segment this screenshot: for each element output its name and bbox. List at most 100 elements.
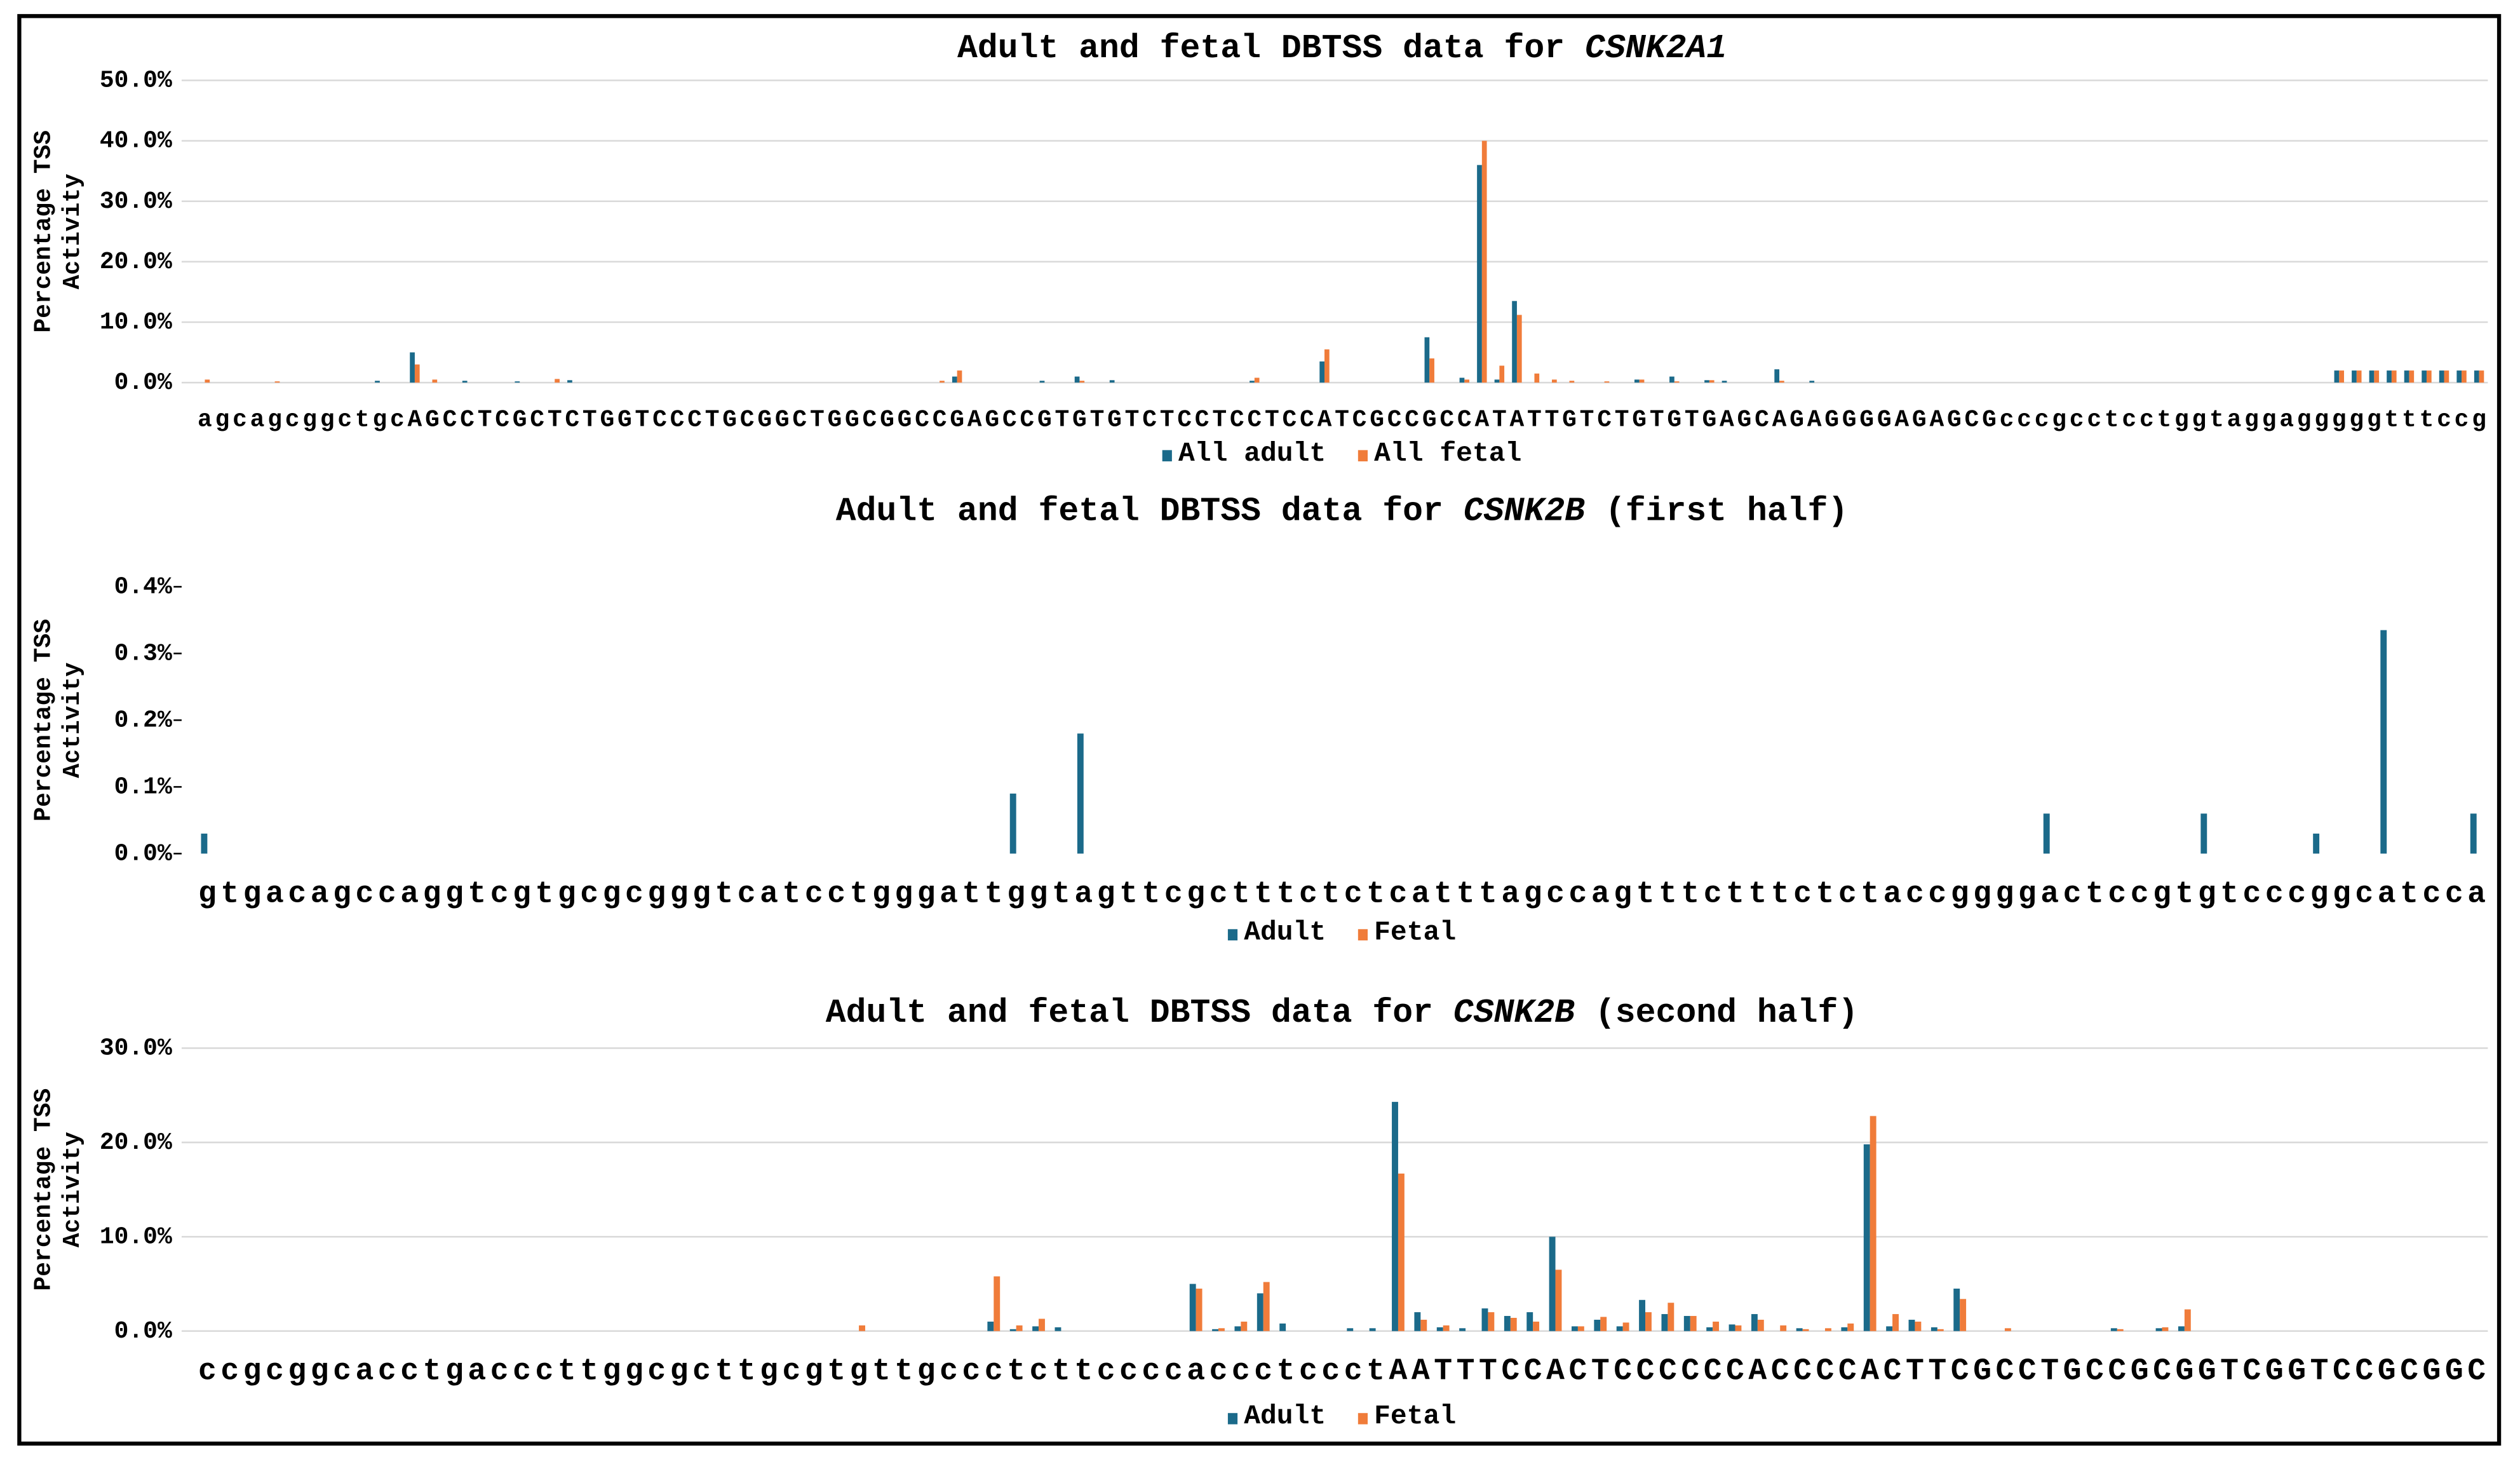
x-tick-label: A (1510, 406, 1525, 433)
x-tick-label: C (1636, 1355, 1655, 1389)
x-tick-label: G (1877, 406, 1892, 433)
bar (2369, 370, 2375, 383)
legend-label: Fetal (1374, 917, 1456, 948)
x-tick-label: a (2467, 877, 2486, 911)
title-part: Adult and fetal DBTSS data for (836, 492, 1464, 531)
bar (1420, 1319, 1427, 1331)
x-tick-label: c (1164, 1355, 1183, 1389)
x-tick-label: a (356, 1355, 374, 1389)
x-tick-label: T (1591, 1355, 1610, 1389)
bar (1347, 1328, 1354, 1331)
title-part: (first half) (1585, 492, 1848, 531)
bar (2334, 370, 2340, 383)
x-tick-label: t (558, 1355, 576, 1389)
x-tick-label: T (1580, 406, 1594, 433)
x-tick-label: t (535, 877, 553, 911)
bar (1735, 1325, 1742, 1331)
x-tick-label: c (1704, 877, 1722, 911)
x-tick-label: c (692, 1355, 711, 1389)
x-tick-label: t (783, 877, 801, 911)
x-tick-label: C (2355, 1355, 2373, 1389)
x-tick-label: C (1352, 406, 1367, 433)
x-tick-label: g (445, 1355, 464, 1389)
x-tick-label: t (2402, 406, 2416, 433)
x-tick-label: t (2385, 406, 2399, 433)
x-tick-label: A (1720, 406, 1734, 433)
bar (1774, 369, 1780, 383)
bar (1319, 361, 1324, 383)
x-tick-label: g (2367, 406, 2382, 433)
x-tick-label: C (1704, 1355, 1722, 1389)
x-tick-label: G (1632, 406, 1647, 433)
x-tick-label: C (1771, 1355, 1789, 1389)
bar (1196, 1288, 1203, 1331)
y-axis-title: Activity (59, 1132, 86, 1247)
x-tick-label: c (738, 877, 756, 911)
bar (1481, 140, 1487, 383)
x-tick-label: c (513, 1355, 531, 1389)
x-tick-label: t (850, 877, 868, 911)
bar (1504, 1316, 1511, 1331)
bar (2462, 370, 2467, 383)
x-tick-label: t (1457, 877, 1475, 911)
bar (1847, 1323, 1854, 1331)
x-tick-label: c (2108, 877, 2126, 911)
x-tick-label: g (2244, 406, 2259, 433)
legend-swatch (1227, 929, 1238, 941)
x-tick-label: A (1546, 1355, 1565, 1389)
x-tick-label: G (1370, 406, 1384, 433)
bar (555, 379, 560, 383)
x-tick-label: C (1568, 1355, 1587, 1389)
x-tick-label: T (2040, 1355, 2059, 1389)
x-tick-label: C (2333, 1355, 2351, 1389)
x-tick-label: C (1439, 406, 1454, 433)
x-tick-label: c (266, 1355, 284, 1389)
bar (1250, 381, 1255, 383)
bar (2178, 1326, 2185, 1331)
y-axis-title: Percentage TSS (30, 1088, 57, 1291)
x-tick-label: t (1254, 877, 1272, 911)
x-tick-label: g (603, 1355, 621, 1389)
x-tick-label: c (1838, 877, 1857, 911)
x-tick-label: t (1636, 877, 1655, 911)
x-tick-label: G (2378, 1355, 2396, 1389)
x-tick-label: C (1524, 1355, 1542, 1389)
x-tick-label: C (2243, 1355, 2261, 1389)
x-tick-label: T (1125, 406, 1140, 433)
bar (2380, 630, 2387, 854)
x-tick-label: g (850, 1355, 868, 1389)
x-tick-label: C (1597, 406, 1612, 433)
x-tick-label: g (2472, 406, 2486, 433)
bar (1494, 379, 1500, 383)
bar (1690, 1316, 1697, 1331)
legend-label: Adult (1244, 1400, 1326, 1432)
x-tick-label: t (2209, 406, 2224, 433)
x-tick-label: a (2040, 877, 2059, 911)
title-part: CSNK2A1 (1585, 29, 1727, 67)
x-tick-label: G (2063, 1355, 2082, 1389)
x-tick-label: g (243, 1355, 262, 1389)
bar (1683, 1316, 1690, 1331)
x-tick-label: G (2423, 1355, 2441, 1389)
x-tick-label: g (267, 406, 282, 433)
x-tick-label: T (1212, 406, 1227, 433)
legend-label: Fetal (1374, 1400, 1456, 1432)
bar (1499, 365, 1505, 383)
bar (1796, 1328, 1803, 1331)
x-tick-label: c (1793, 877, 1812, 911)
x-tick-label: g (513, 877, 531, 911)
x-tick-label: T (1650, 406, 1664, 433)
x-tick-label: C (1681, 1355, 1699, 1389)
x-tick-label: G (1667, 406, 1681, 433)
y-tick-label: 0.4% (114, 573, 172, 600)
bar (1510, 1317, 1517, 1331)
bar (2387, 370, 2392, 383)
x-tick-label: t (2175, 877, 2193, 911)
title-part: CSNK2B (1453, 994, 1575, 1032)
bar (1464, 379, 1470, 383)
x-tick-label: c (1928, 877, 1946, 911)
x-tick-label: T (2310, 1355, 2329, 1389)
x-tick-label: C (1838, 1355, 1857, 1389)
x-tick-label: a (2378, 877, 2396, 911)
x-tick-label: T (1160, 406, 1175, 433)
